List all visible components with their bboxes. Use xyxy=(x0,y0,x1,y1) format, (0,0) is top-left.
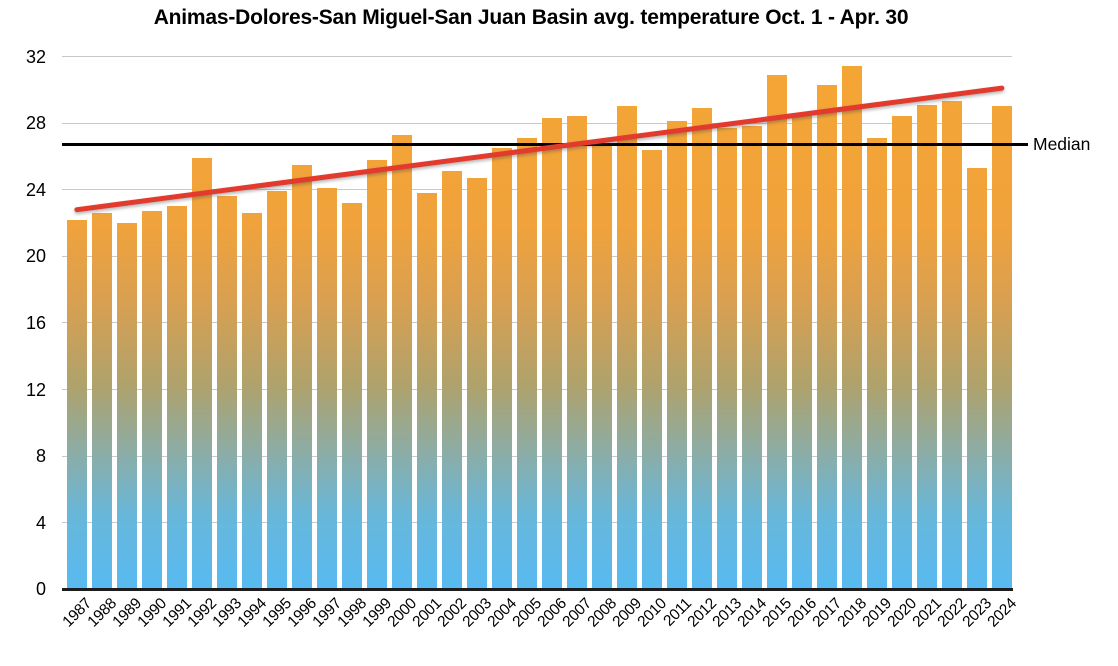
gridline-y-12 xyxy=(62,389,1012,390)
bar-1995 xyxy=(266,191,287,590)
bar-2013 xyxy=(716,128,737,590)
median-line-label: Median xyxy=(1033,133,1091,154)
bar-2015 xyxy=(766,74,787,590)
y-tick-label-12: 12 xyxy=(25,379,46,400)
gridline-y-16 xyxy=(62,322,1012,324)
bar-1990 xyxy=(141,211,162,590)
bar-2017 xyxy=(816,84,837,590)
y-tick-label-28: 28 xyxy=(25,113,46,134)
gridline-y-8 xyxy=(62,455,1012,457)
bar-1989 xyxy=(116,223,137,590)
y-tick-label-8: 8 xyxy=(35,446,46,467)
y-tick-label-4: 4 xyxy=(35,512,46,533)
bar-2005 xyxy=(516,138,537,590)
bar-2021 xyxy=(916,104,937,590)
x-axis-line xyxy=(62,588,1013,591)
bar-1992 xyxy=(191,158,212,590)
bar-2008 xyxy=(591,146,612,590)
bar-2009 xyxy=(616,106,637,590)
y-tick-label-16: 16 xyxy=(25,312,46,333)
y-tick-label-24: 24 xyxy=(25,179,46,200)
bar-1988 xyxy=(91,213,112,590)
gridline-y-4 xyxy=(62,522,1012,524)
bar-2023 xyxy=(966,168,987,590)
bar-2010 xyxy=(641,149,662,590)
bar-2003 xyxy=(466,178,487,590)
gridline-y-20 xyxy=(62,255,1012,257)
bar-2007 xyxy=(566,116,587,590)
bar-2002 xyxy=(441,171,462,590)
y-tick-label-0: 0 xyxy=(35,579,46,600)
bar-1997 xyxy=(316,188,337,590)
bar-1999 xyxy=(366,159,387,590)
bar-2004 xyxy=(491,148,512,590)
gridline-y-32 xyxy=(62,56,1012,57)
bar-1991 xyxy=(166,206,187,590)
bar-2016 xyxy=(791,113,812,590)
bar-2012 xyxy=(691,108,712,590)
bar-2024 xyxy=(991,106,1012,590)
bar-1994 xyxy=(241,213,262,590)
bar-1996 xyxy=(291,164,312,590)
chart-title: Animas-Dolores-San Miguel-San Juan Basin… xyxy=(153,6,909,29)
gridline-y-28 xyxy=(62,122,1012,124)
bar-2011 xyxy=(666,121,687,590)
bar-2020 xyxy=(891,116,912,590)
bar-2001 xyxy=(416,193,437,590)
bar-2006 xyxy=(541,118,562,590)
bar-1998 xyxy=(341,203,362,590)
bar-1993 xyxy=(216,196,237,590)
y-tick-label-20: 20 xyxy=(25,246,46,267)
median-line xyxy=(62,143,1028,147)
y-tick-label-32: 32 xyxy=(25,46,46,67)
bar-2019 xyxy=(866,138,887,590)
bar-2000 xyxy=(391,134,412,590)
bar-2022 xyxy=(941,101,962,590)
bar-2014 xyxy=(741,126,762,590)
bar-1987 xyxy=(66,219,87,590)
trend-line xyxy=(74,85,1005,213)
